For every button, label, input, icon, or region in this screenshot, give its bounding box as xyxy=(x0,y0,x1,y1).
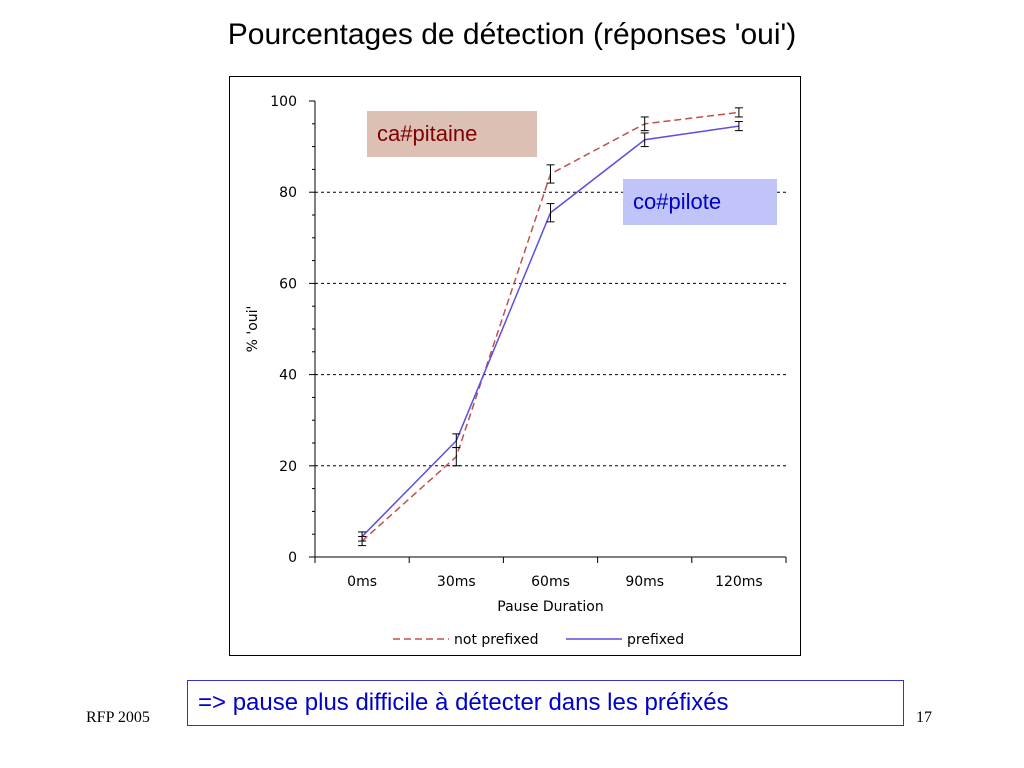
x-tick-label: 60ms xyxy=(531,574,570,590)
y-tick-label: 60 xyxy=(279,276,297,292)
legend-label: not prefixed xyxy=(454,632,539,648)
x-tick-label: 120ms xyxy=(715,574,763,590)
conclusion-box: => pause plus difficile à détecter dans … xyxy=(187,680,904,726)
y-tick-label: 100 xyxy=(270,94,297,110)
annotation-capitaine: ca#pitaine xyxy=(367,111,537,157)
y-tick-label: 40 xyxy=(279,368,297,384)
page-number: 17 xyxy=(916,709,932,726)
x-tick-label: 90ms xyxy=(625,574,664,590)
y-tick-label: 80 xyxy=(279,185,297,201)
x-tick-label: 30ms xyxy=(437,574,476,590)
y-tick-label: 0 xyxy=(288,550,297,566)
y-tick-label: 20 xyxy=(279,459,297,475)
y-axis-label: % 'oui' xyxy=(245,306,261,353)
slide-title: Pourcentages de détection (réponses 'oui… xyxy=(227,18,797,51)
x-tick-label: 0ms xyxy=(347,574,377,590)
annotation-copilote: co#pilote xyxy=(623,179,777,225)
line-chart: 0 20 40 60 80 100 0ms 30ms 60ms 90ms 120ms Pause Du… xyxy=(245,94,787,648)
chart-frame: 0 20 40 60 80 100 0ms 30ms 60ms 90ms 120ms Pause Du… xyxy=(229,76,801,656)
footer-source: RFP 2005 xyxy=(86,709,150,726)
x-axis-label: Pause Duration xyxy=(497,599,603,615)
legend-label: prefixed xyxy=(627,632,684,648)
